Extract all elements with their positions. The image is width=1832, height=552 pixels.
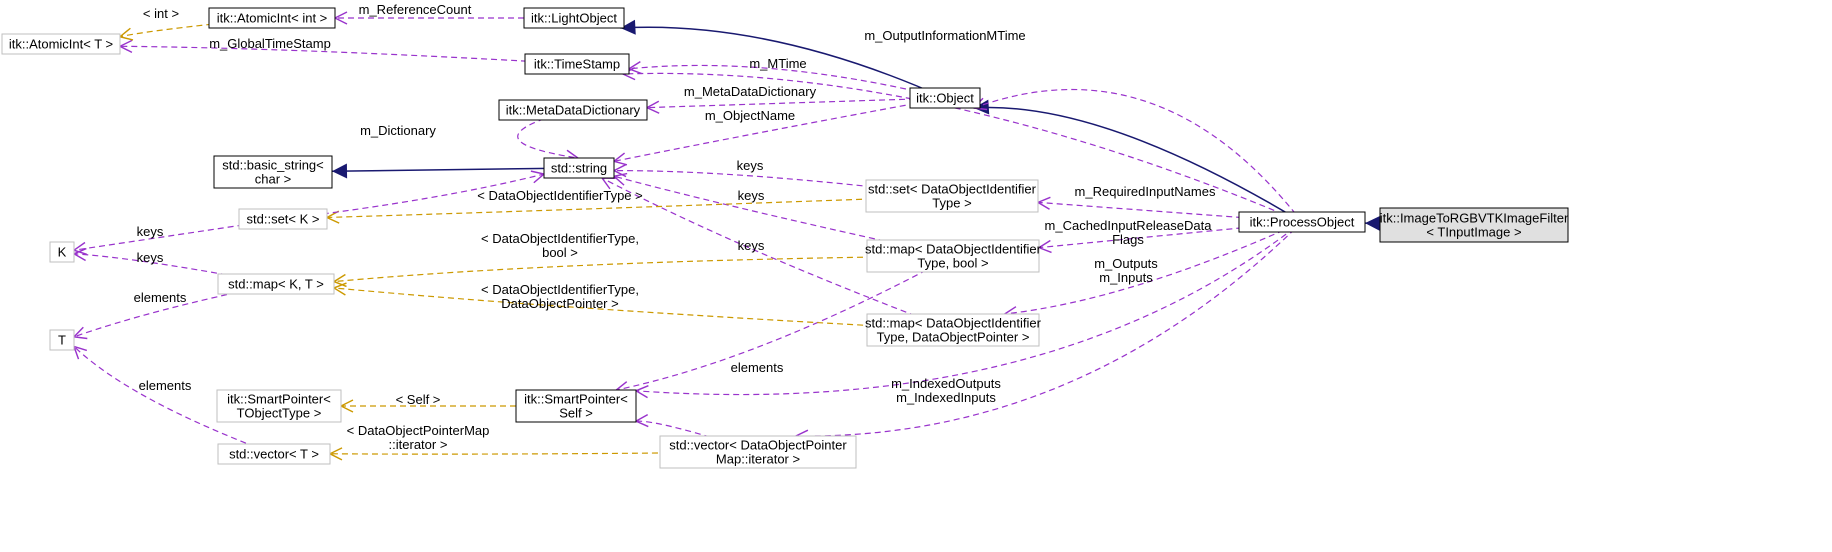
class-node-T[interactable]: T bbox=[50, 330, 74, 350]
edge-timestamp-atomicintt bbox=[120, 46, 577, 64]
edge-label: keys bbox=[738, 188, 765, 203]
edge-mapDOITptr-stdmapKT bbox=[334, 288, 953, 330]
edge-process-mapDOITptr bbox=[1005, 222, 1302, 314]
template-param-label: < DataObjectIdentifierType, bbox=[481, 282, 639, 297]
class-node-lightobject[interactable]: itk::LightObject bbox=[524, 8, 624, 28]
edge-object-timestamp bbox=[629, 65, 945, 98]
edge-label: keys bbox=[137, 224, 164, 239]
edge-label: m_OutputInformationMTime bbox=[864, 28, 1025, 43]
class-node-vecDOMapIt[interactable]: std::vector< DataObjectPointerMap::itera… bbox=[660, 436, 856, 468]
class-node-atomicintint[interactable]: itk::AtomicInt< int > bbox=[209, 8, 335, 28]
edge-label: keys bbox=[737, 158, 764, 173]
template-param-label: ::iterator > bbox=[389, 437, 448, 452]
edge-label: elements bbox=[731, 360, 784, 375]
template-param-label: < Self > bbox=[396, 392, 441, 407]
class-node-setDOIT[interactable]: std::set< DataObjectIdentifierType > bbox=[866, 180, 1038, 212]
class-node-stdmapKT[interactable]: std::map< K, T > bbox=[218, 274, 334, 294]
edge-label: m_MTime bbox=[749, 56, 806, 71]
edge-label: keys bbox=[137, 250, 164, 265]
template-param-label: < int > bbox=[143, 6, 179, 21]
edge-label: m_ObjectName bbox=[705, 108, 795, 123]
class-node-mapDOITptr[interactable]: std::map< DataObjectIdentifierType, Data… bbox=[865, 314, 1042, 346]
template-param-label: < DataObjectIdentifierType > bbox=[477, 188, 642, 203]
class-node-atomicintt[interactable]: itk::AtomicInt< T > bbox=[2, 34, 120, 54]
class-node-smpSelf[interactable]: itk::SmartPointer<Self > bbox=[516, 390, 636, 422]
edge-label: m_GlobalTimeStamp bbox=[209, 36, 331, 51]
edge-label: m_IndexedInputs bbox=[896, 390, 996, 405]
template-param-label: bool > bbox=[542, 245, 578, 260]
class-node-mapDOITbool[interactable]: std::map< DataObjectIdentifierType, bool… bbox=[865, 240, 1042, 272]
template-param-label: < DataObjectPointerMap bbox=[347, 423, 490, 438]
edge-label: m_CachedInputReleaseData bbox=[1045, 218, 1213, 233]
edge-stdstring-basicstring bbox=[332, 168, 579, 171]
edge-label: elements bbox=[139, 378, 192, 393]
edge-label: keys bbox=[738, 238, 765, 253]
edge-label: m_RequiredInputNames bbox=[1075, 184, 1216, 199]
class-node-stdsetK[interactable]: std::set< K > bbox=[239, 209, 327, 229]
edge-label: m_MetaDataDictionary bbox=[684, 84, 817, 99]
edge-mapDOITbool-stdmapKT bbox=[334, 256, 953, 282]
edge-label: m_ReferenceCount bbox=[359, 2, 472, 17]
edge-setDOIT-stdsetK bbox=[327, 196, 952, 217]
class-node-object[interactable]: itk::Object bbox=[910, 88, 980, 108]
class-node-timestamp[interactable]: itk::TimeStamp bbox=[525, 54, 629, 74]
edge-label: m_Outputs bbox=[1094, 256, 1158, 271]
inheritance-diagram: itk::ImageToRGBVTKImageFilter< TInputIma… bbox=[0, 0, 1832, 552]
class-node-metadict[interactable]: itk::MetaDataDictionary bbox=[499, 100, 647, 120]
edge-label: elements bbox=[134, 290, 187, 305]
class-node-basicstring[interactable]: std::basic_string<char > bbox=[214, 156, 332, 188]
class-node-K[interactable]: K bbox=[50, 242, 74, 262]
edge-object-lightobject bbox=[620, 27, 945, 98]
edge-label: m_Dictionary bbox=[360, 123, 436, 138]
class-node-target[interactable]: itk::ImageToRGBVTKImageFilter< TInputIma… bbox=[1380, 208, 1569, 242]
template-param-label: < DataObjectIdentifierType, bbox=[481, 231, 639, 246]
class-node-stdvectorT[interactable]: std::vector< T > bbox=[218, 444, 330, 464]
class-node-process[interactable]: itk::ProcessObject bbox=[1239, 212, 1365, 232]
class-node-stdstring[interactable]: std::string bbox=[544, 158, 614, 178]
edge-label: m_Inputs bbox=[1099, 270, 1153, 285]
class-node-smpTObj[interactable]: itk::SmartPointer<TObjectType > bbox=[217, 390, 341, 422]
